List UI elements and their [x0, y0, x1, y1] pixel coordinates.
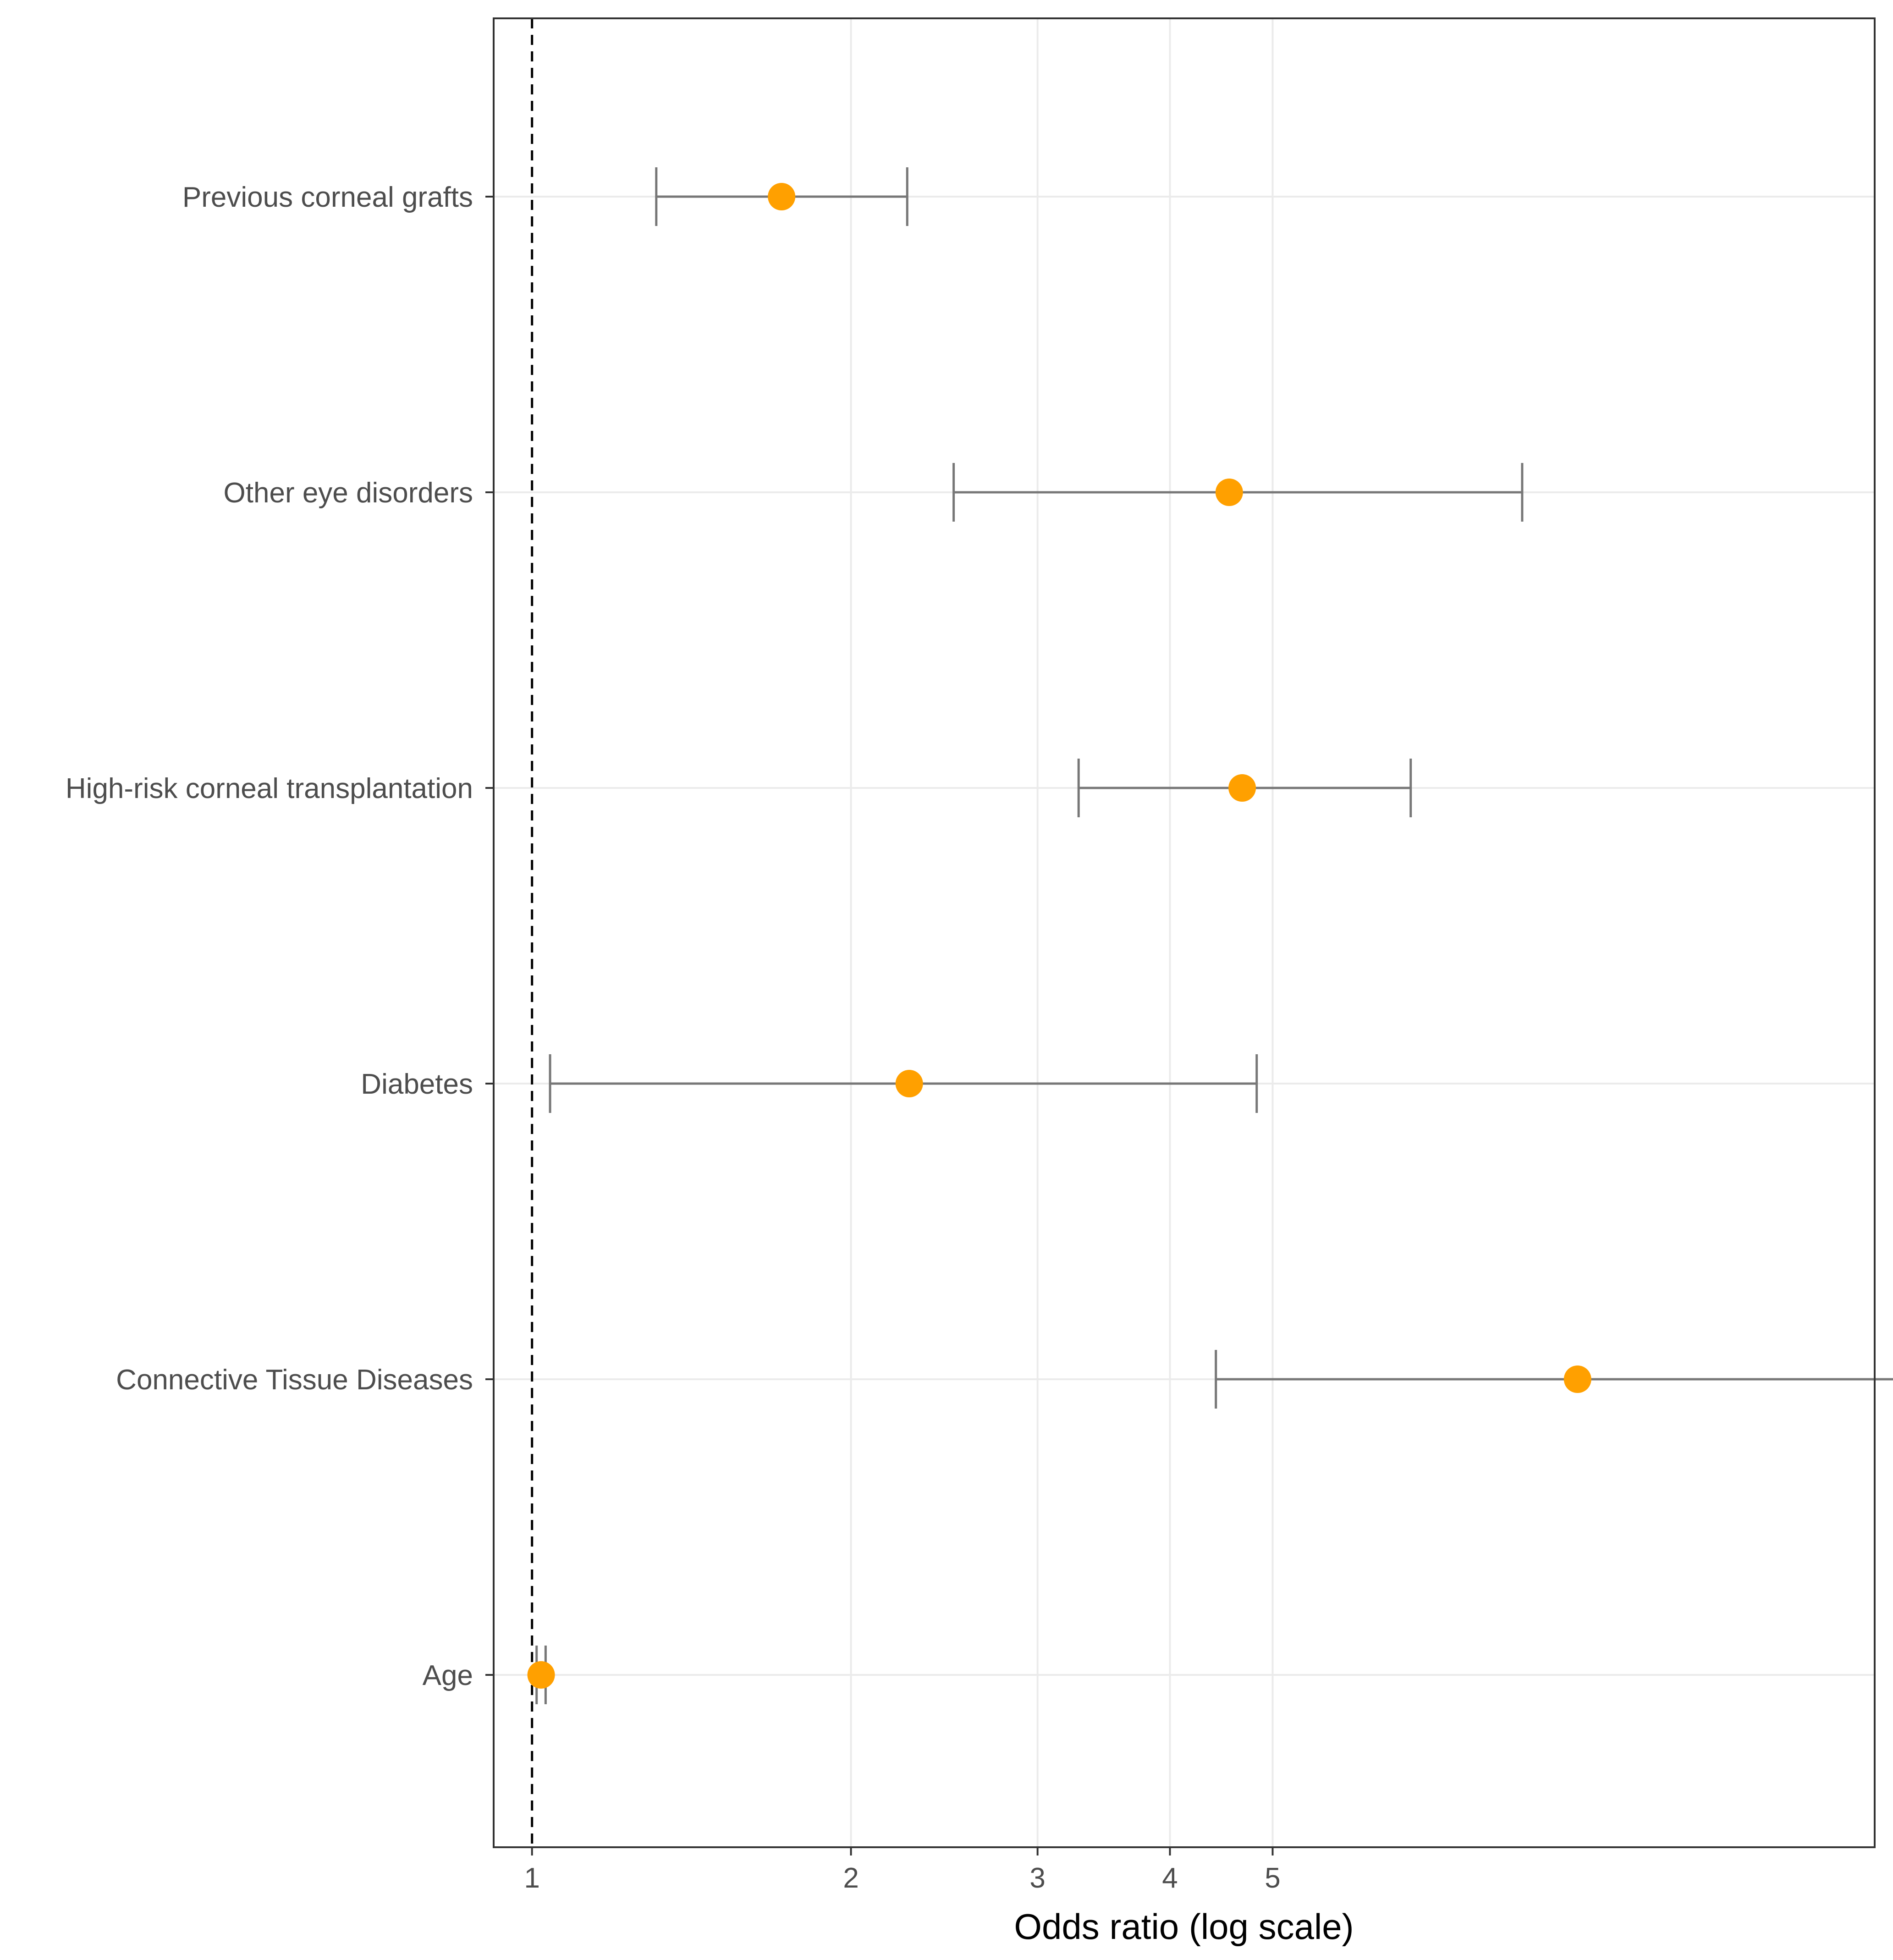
estimate-point: [768, 183, 796, 210]
y-tick-label: High-risk corneal transplantation: [66, 773, 473, 804]
estimate-point: [527, 1661, 555, 1689]
estimate-row-2: [1077, 759, 1412, 817]
x-axis-title: Odds ratio (log scale): [1014, 1906, 1354, 1947]
estimate-row-0: [655, 167, 908, 226]
y-tick-label: Other eye disorders: [224, 477, 473, 509]
y-tick-label: Diabetes: [361, 1068, 473, 1100]
estimate-point: [895, 1070, 923, 1097]
plot-panel-background: [494, 18, 1875, 1847]
y-tick-label: Previous corneal grafts: [182, 182, 473, 213]
y-tick-label: Connective Tissue Diseases: [116, 1364, 473, 1396]
estimate-point: [1215, 479, 1243, 506]
x-tick-label: 5: [1265, 1862, 1280, 1894]
series-layer: [527, 167, 1893, 1704]
x-tick-label: 1: [524, 1862, 539, 1894]
x-tick-label: 4: [1162, 1862, 1178, 1894]
estimate-row-1: [952, 463, 1524, 522]
x-tick-label: 3: [1029, 1862, 1045, 1894]
estimate-row-4: [1215, 1350, 1893, 1409]
axes: Previous corneal grafts Other eye disorde…: [66, 182, 1281, 1894]
estimate-row-3: [549, 1054, 1258, 1113]
x-tick-label: 2: [843, 1862, 858, 1894]
y-tick-label: Age: [423, 1660, 473, 1691]
estimate-point: [1563, 1365, 1591, 1393]
estimate-point: [1228, 774, 1256, 802]
estimate-row-5: [527, 1646, 555, 1704]
plot-panel-border: [493, 17, 1876, 1848]
